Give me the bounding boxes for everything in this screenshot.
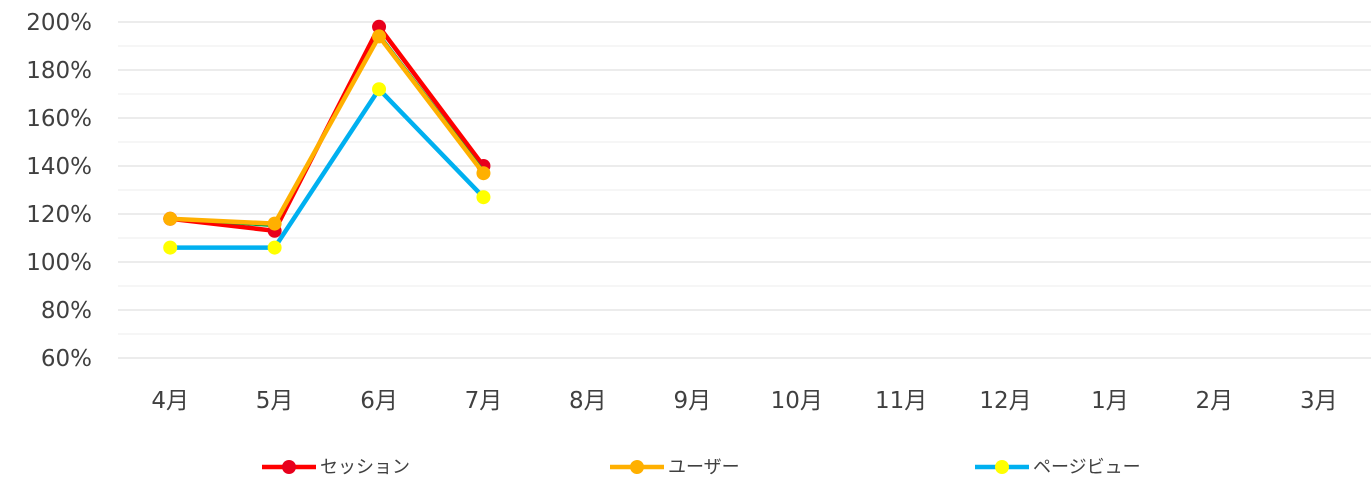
data-point [267,240,282,255]
y-tick-label: 200% [26,10,92,36]
x-tick-label: 2月 [1196,388,1234,414]
data-point [372,29,387,44]
y-tick-label: 80% [41,298,92,324]
legend: セッション ユーザー ページビュー [262,457,1141,478]
legend-item: セッション [262,457,410,478]
x-tick-label: 7月 [465,388,503,414]
y-tick-label: 160% [26,106,92,132]
x-tick-label: 12月 [979,388,1031,414]
y-tick-label: 180% [26,58,92,84]
legend-label: ページビュー [1033,457,1141,478]
legend-marker [995,460,1009,474]
data-point [476,166,491,181]
legend-marker [630,460,644,474]
y-axis-tick-labels: 60% 80% 100% 120% 140% 160% 180% 200% [26,10,92,372]
data-series [163,19,491,255]
x-tick-label: 5月 [256,388,294,414]
legend-label: セッション [320,457,410,478]
series-line [167,86,486,250]
series-line [167,34,486,226]
data-point [372,19,387,34]
legend-marker [282,460,296,474]
x-tick-label: 10月 [771,388,823,414]
x-tick-label: 11月 [875,388,927,414]
x-axis-tick-labels: 4月 5月 6月 7月 8月 9月 10月 11月 12月 1月 2月 3月 [151,388,1337,414]
y-tick-label: 60% [41,346,92,372]
legend-item: ユーザー [610,457,740,478]
data-point [163,240,178,255]
data-point [267,216,282,231]
series-3 [163,82,491,255]
x-tick-label: 8月 [569,388,607,414]
x-tick-label: 3月 [1300,388,1338,414]
data-point [372,82,387,97]
y-tick-label: 140% [26,154,92,180]
data-point [163,211,178,226]
y-tick-label: 100% [26,250,92,276]
series-2 [163,29,491,231]
x-tick-label: 6月 [360,388,398,414]
gridlines [118,21,1371,359]
y-tick-label: 120% [26,202,92,228]
x-tick-label: 9月 [673,388,711,414]
legend-label: ユーザー [668,457,740,478]
legend-item: ページビュー [975,457,1141,478]
data-point [476,190,491,205]
x-tick-label: 1月 [1091,388,1129,414]
x-tick-label: 4月 [151,388,189,414]
